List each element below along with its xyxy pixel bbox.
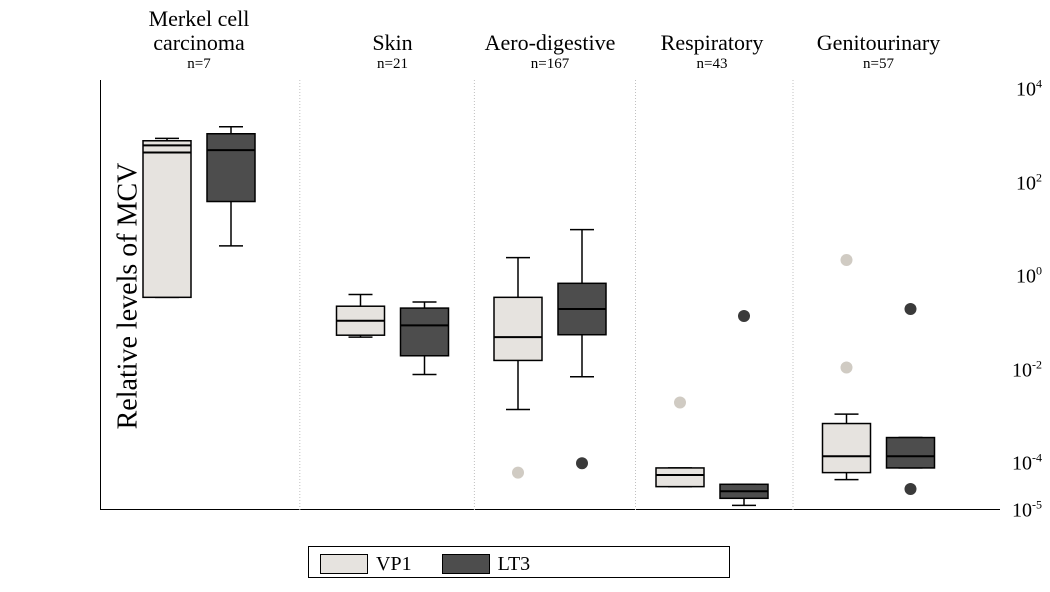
legend-border bbox=[308, 546, 730, 578]
group-n: n=7 bbox=[109, 56, 289, 73]
group-n: n=167 bbox=[460, 56, 640, 73]
group-title: carcinoma bbox=[109, 30, 289, 56]
group-title: Aero-digestive bbox=[460, 30, 640, 56]
plot-area bbox=[100, 80, 1000, 510]
group-n: n=21 bbox=[303, 56, 483, 73]
chart-root: { "axis": { "y_title": "Relative levels … bbox=[0, 0, 1050, 592]
group-title: Respiratory bbox=[622, 30, 802, 56]
group-n: n=43 bbox=[622, 56, 802, 73]
group-title: Genitourinary bbox=[789, 30, 969, 56]
group-n: n=57 bbox=[789, 56, 969, 73]
group-title: Merkel cell bbox=[109, 6, 289, 32]
group-title: Skin bbox=[303, 30, 483, 56]
